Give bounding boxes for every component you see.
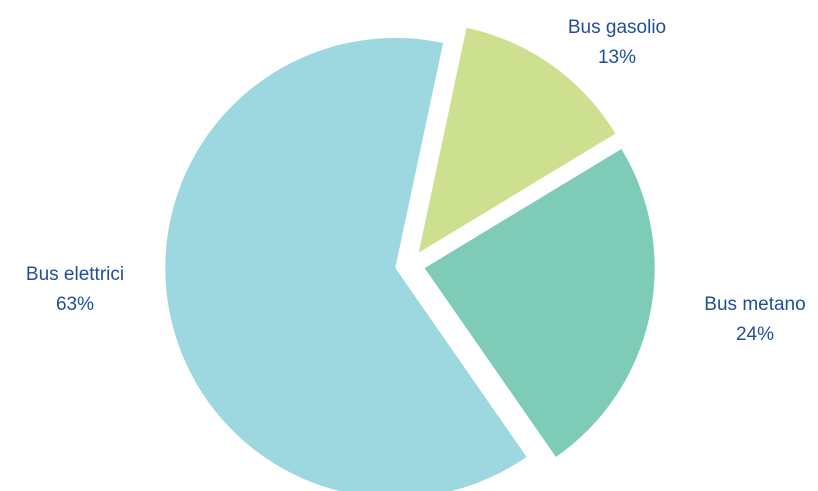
pie-slice xyxy=(424,148,655,457)
pie-slice xyxy=(418,27,616,253)
slice-value-label: 24% xyxy=(736,324,774,345)
slice-label: Bus elettrici xyxy=(26,264,124,285)
pie-slice xyxy=(165,37,527,491)
slice-value-label: 63% xyxy=(56,294,94,315)
slice-label: Bus metano xyxy=(704,294,805,315)
slice-value-label: 13% xyxy=(598,47,636,68)
slice-label: Bus gasolio xyxy=(568,17,666,38)
